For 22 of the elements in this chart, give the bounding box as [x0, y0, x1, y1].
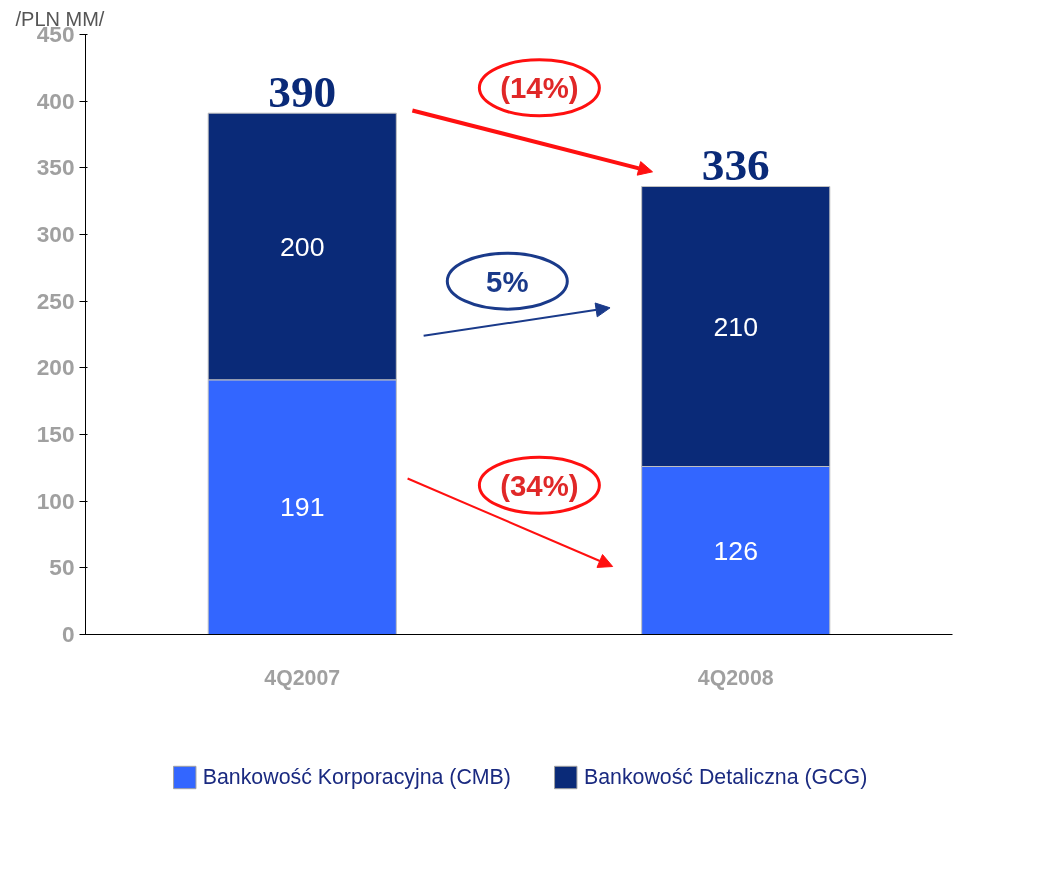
data-label: 210 — [713, 311, 758, 342]
y-tick-label: 200 — [36, 354, 75, 381]
total-label: 336 — [701, 139, 770, 190]
x-tick-label: 4Q2008 — [697, 665, 774, 690]
data-label: 191 — [280, 492, 325, 523]
y-tick-label: 150 — [36, 421, 75, 447]
total-label: 390 — [268, 66, 337, 117]
legend-label: Bankowość Detaliczna (GCG) — [583, 764, 868, 790]
legend-label: Bankowość Korporacyjna (CMB) — [202, 764, 511, 790]
annotation: (34%) — [500, 468, 579, 502]
y-tick-label: 50 — [49, 554, 75, 581]
y-tick-label: 350 — [36, 154, 75, 181]
y-tick-label: 0 — [61, 621, 75, 647]
annotation: (14%) — [500, 71, 579, 105]
y-tick-label: 400 — [36, 87, 75, 114]
annotation: 5% — [486, 264, 529, 298]
y-tick-label: 300 — [36, 221, 75, 247]
y-tick-label: 250 — [36, 287, 75, 314]
y-tick-label: 100 — [36, 487, 75, 514]
x-tick-label: 4Q2007 — [264, 665, 341, 690]
data-label: 200 — [280, 231, 325, 262]
data-label: 126 — [713, 535, 758, 566]
